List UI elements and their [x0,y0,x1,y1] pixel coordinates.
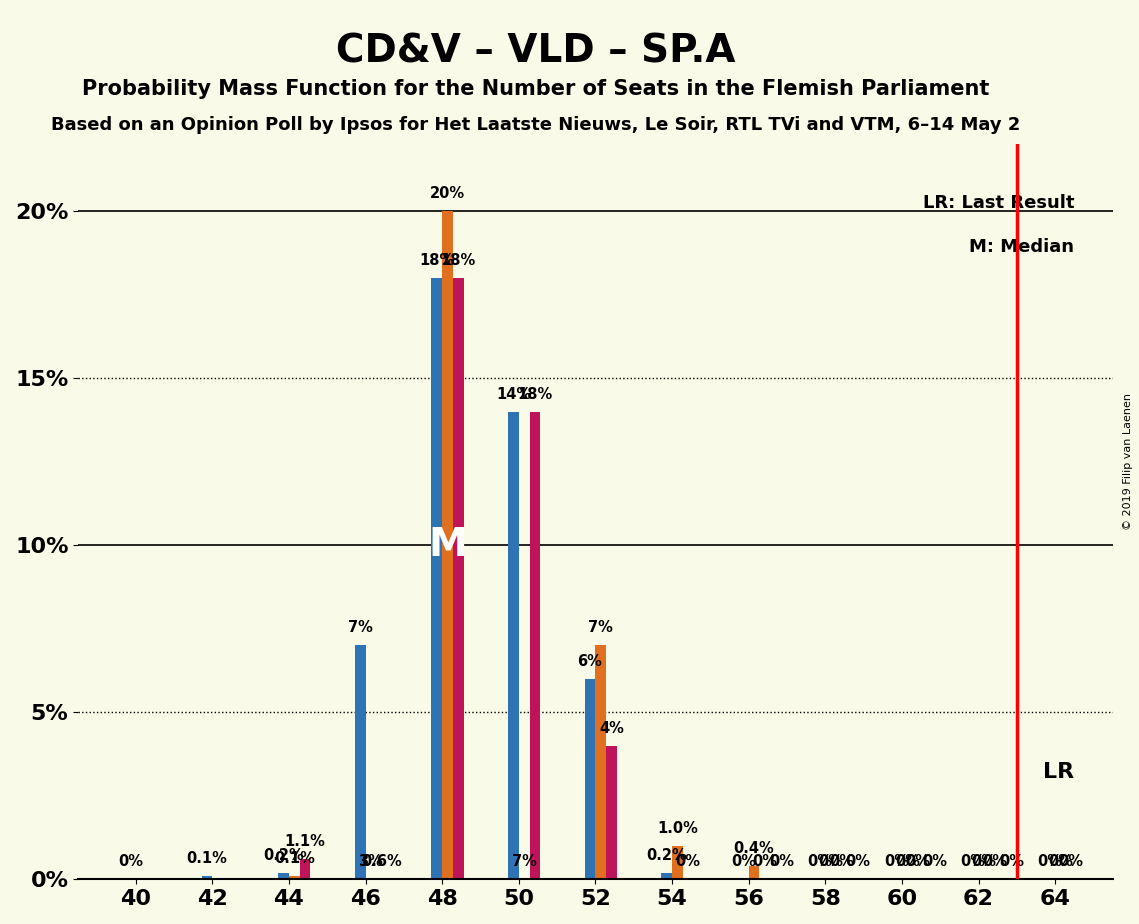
Bar [453,278,464,880]
Text: 18%: 18% [441,253,476,268]
Text: M: Median: M: Median [969,237,1074,256]
Text: 0%: 0% [818,855,843,869]
Text: 14%: 14% [495,386,531,402]
Text: Based on an Opinion Poll by Ipsos for Het Laatste Nieuws, Le Soir, RTL TVi and V: Based on an Opinion Poll by Ipsos for He… [50,116,1021,133]
Text: CD&V – VLD – SP.A: CD&V – VLD – SP.A [336,32,735,70]
Text: © 2019 Filip van Laenen: © 2019 Filip van Laenen [1123,394,1133,530]
Bar [606,746,617,880]
Text: 0.1%: 0.1% [273,851,314,866]
Text: 0%: 0% [1038,855,1063,869]
Text: 0%: 0% [1059,855,1083,869]
Text: 0%: 0% [960,855,985,869]
Bar [662,872,672,880]
Text: 20%: 20% [431,186,465,201]
Text: 18%: 18% [419,253,454,268]
Text: 0%: 0% [906,855,931,869]
Text: LR: LR [1043,762,1074,783]
Text: 7%: 7% [511,855,536,869]
Text: 7%: 7% [589,620,613,636]
Text: 0%: 0% [972,855,997,869]
Bar [202,876,212,880]
Bar [432,278,442,880]
Bar [748,866,760,880]
Text: 7%: 7% [347,620,372,636]
Text: 0%: 0% [808,855,833,869]
Bar [289,876,300,880]
Text: 0%: 0% [982,855,1007,869]
Text: 0%: 0% [846,855,870,869]
Text: 0.1%: 0.1% [187,851,228,866]
Text: 0%: 0% [752,855,777,869]
Text: 1.1%: 1.1% [285,834,326,849]
Bar [300,859,311,880]
Text: 18%: 18% [517,386,552,402]
Bar [278,872,289,880]
Text: M: M [428,527,467,565]
Text: 6%: 6% [577,654,603,669]
Bar [508,411,518,880]
Text: 0%: 0% [117,855,142,869]
Text: 0.2%: 0.2% [646,847,687,863]
Text: 0%: 0% [675,855,700,869]
Text: LR: Last Result: LR: Last Result [923,194,1074,213]
Text: 0%: 0% [884,855,909,869]
Text: 1.0%: 1.0% [657,821,698,836]
Text: 0.2%: 0.2% [263,847,304,863]
Text: 0%: 0% [895,855,920,869]
Bar [672,845,682,880]
Text: 0%: 0% [731,855,756,869]
Text: 0%: 0% [769,855,794,869]
Bar [355,646,366,880]
Text: 0%: 0% [1048,855,1073,869]
Text: 0.4%: 0.4% [734,841,775,856]
Bar [596,646,606,880]
Text: Probability Mass Function for the Number of Seats in the Flemish Parliament: Probability Mass Function for the Number… [82,79,989,99]
Text: 4%: 4% [599,721,624,736]
Text: 0%: 0% [999,855,1024,869]
Text: 0.6%: 0.6% [361,855,402,869]
Text: 0%: 0% [829,855,854,869]
Bar [442,212,453,880]
Text: 3%: 3% [359,855,384,869]
Bar [530,411,540,880]
Bar [584,679,596,880]
Text: 0%: 0% [923,855,948,869]
